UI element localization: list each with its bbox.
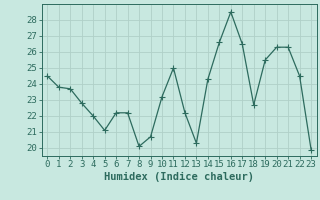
X-axis label: Humidex (Indice chaleur): Humidex (Indice chaleur) xyxy=(104,172,254,182)
